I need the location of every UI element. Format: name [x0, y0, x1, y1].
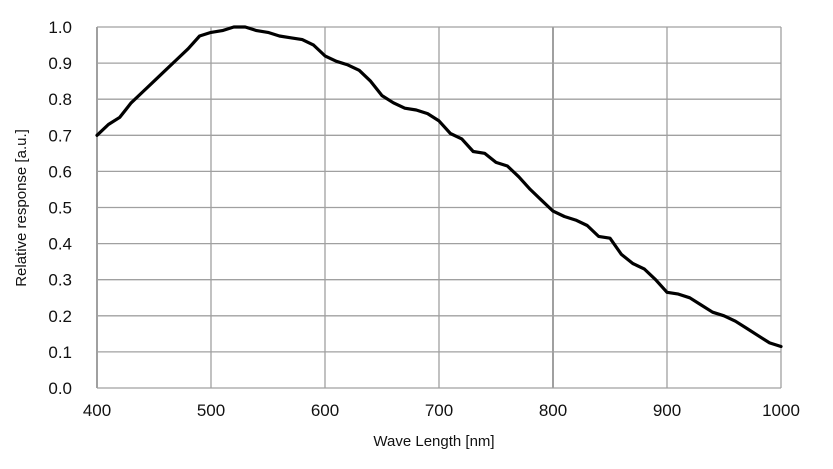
y-tick-label: 0.6 — [48, 162, 72, 181]
x-tick-label: 900 — [653, 401, 681, 420]
y-axis-label: Relative response [a.u.] — [13, 129, 30, 287]
y-tick-label: 0.3 — [48, 271, 72, 290]
response-curve — [95, 25, 783, 349]
grid — [96, 26, 782, 389]
y-tick-label: 0.4 — [48, 235, 72, 254]
y-tick-label: 0.5 — [48, 199, 72, 218]
y-tick-label: 0.0 — [48, 379, 72, 398]
x-tick-label: 500 — [197, 401, 225, 420]
y-tick-label: 0.9 — [48, 54, 72, 73]
y-tick-label: 1.0 — [48, 18, 72, 37]
x-tick-label: 1000 — [762, 401, 800, 420]
x-axis-label: Wave Length [nm] — [373, 433, 494, 450]
x-tick-label: 800 — [539, 401, 567, 420]
x-tick-label: 400 — [83, 401, 111, 420]
x-tick-label: 600 — [311, 401, 339, 420]
y-tick-label: 0.7 — [48, 126, 72, 145]
y-tick-label: 0.8 — [48, 90, 72, 109]
x-tick-labels: 400 500 600 700 800 900 1000 — [83, 401, 800, 420]
x-tick-label: 700 — [425, 401, 453, 420]
y-tick-labels: 0.0 0.1 0.2 0.3 0.4 0.5 0.6 0.7 0.8 0.9 1.0 — [48, 18, 72, 398]
y-tick-label: 0.1 — [48, 343, 72, 362]
y-tick-label: 0.2 — [48, 307, 72, 326]
